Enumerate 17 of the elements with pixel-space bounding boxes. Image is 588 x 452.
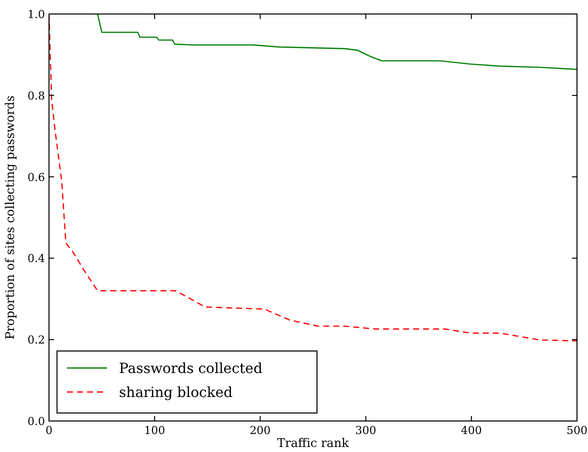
x-axis-title: Traffic rank — [277, 436, 350, 450]
y-tick-label: 0.8 — [28, 89, 45, 102]
x-tick-label: 400 — [460, 424, 482, 437]
x-tick-label: 0 — [46, 424, 52, 437]
x-tick-label: 200 — [250, 424, 271, 437]
x-tick-label: 500 — [566, 424, 588, 437]
legend-label: Passwords collected — [119, 361, 262, 377]
y-tick-label: 0.0 — [28, 415, 45, 428]
x-tick-label: 300 — [355, 424, 376, 437]
y-tick-label: 0.4 — [28, 252, 45, 266]
line-series — [96, 13, 577, 70]
y-tick-label: 0.2 — [28, 334, 45, 347]
y-tick-label: 0.6 — [28, 170, 45, 184]
x-tick-label: 100 — [144, 424, 166, 437]
legend-label: sharing blocked — [119, 385, 233, 401]
y-axis-title: Proportion of sites collecting passwords — [3, 95, 17, 340]
y-tick-label: 1.0 — [28, 8, 45, 21]
